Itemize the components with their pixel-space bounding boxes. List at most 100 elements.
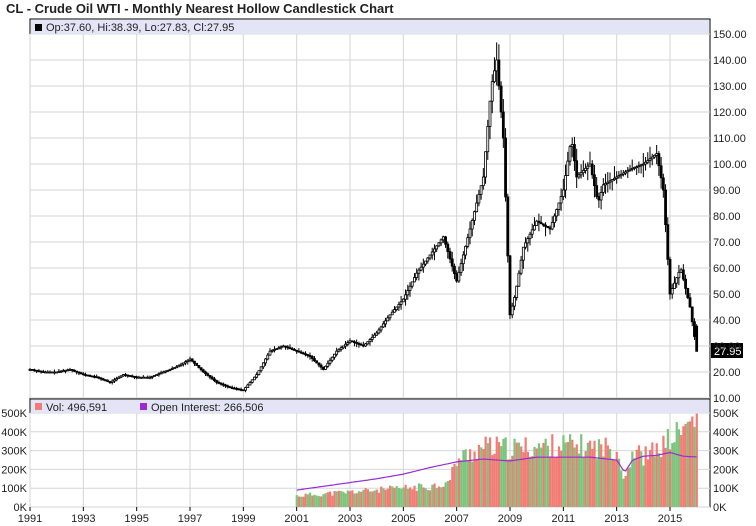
volume-bar [337, 490, 341, 507]
price-y-tick-label: 10.00 [713, 393, 741, 405]
candle-body [470, 219, 474, 230]
candle-body [677, 271, 681, 279]
price-y-tick-label: 90.00 [713, 185, 741, 197]
volume-bar [393, 487, 396, 507]
candle-body [253, 376, 256, 381]
candle-body [437, 242, 441, 247]
candle-body [44, 371, 47, 374]
volume-bar [415, 490, 418, 507]
volume-bar [549, 456, 552, 507]
price-y-tick-label: 80.00 [713, 211, 741, 223]
candle-body [306, 354, 310, 357]
volume-bar [333, 491, 336, 507]
volume-bar [313, 494, 316, 507]
candle-body [673, 282, 676, 289]
volume-bar [417, 483, 421, 507]
volume-bar [642, 465, 645, 507]
volume-bar [646, 459, 649, 507]
volume-bar [655, 443, 658, 507]
x-tick-label: 1991 [18, 513, 42, 525]
candle-body [228, 386, 232, 389]
volume-bar [444, 482, 447, 507]
ohlc-legend-text: Op:37.60, Hi:38.39, Lo:27.83, Cl:27.95 [46, 22, 234, 34]
volume-bar [400, 488, 403, 507]
volume-bar [304, 493, 307, 507]
candle-body [497, 59, 501, 87]
volume-bar [355, 493, 358, 507]
candle-body [290, 348, 294, 351]
volume-bar [546, 445, 549, 507]
candle-body [99, 377, 103, 380]
candle-body [361, 344, 365, 347]
volume-bar [495, 436, 498, 507]
candle-body [541, 223, 545, 226]
candle-body [493, 70, 496, 83]
candle-body [370, 336, 374, 340]
candle-body [268, 350, 272, 356]
candle-body [513, 297, 516, 307]
volume-bar [577, 453, 581, 507]
volume-bar [611, 459, 614, 507]
candle-body [153, 375, 156, 377]
candle-body [395, 306, 399, 310]
volume-bar [329, 491, 332, 507]
price-y-tick-label: 70.00 [713, 237, 741, 249]
candle-body [95, 376, 99, 379]
volume-bar [664, 447, 667, 507]
candle-body [426, 257, 430, 262]
volume-bar [522, 452, 525, 507]
volume-bar [617, 458, 621, 507]
price-y-tick-label: 150.00 [713, 29, 747, 41]
volume-bar [573, 447, 576, 507]
volume-y-axis-right: 0K 100K 200K 300K 400K 500K [713, 408, 739, 514]
candle-body [388, 314, 392, 319]
volume-bar [391, 486, 394, 507]
candle-body [275, 348, 279, 351]
candle-body [59, 370, 63, 373]
volume-bar [500, 446, 503, 507]
volume-y-tick-label-left: 500K [1, 408, 27, 420]
ohlc-legend-band [31, 20, 709, 34]
candle-body [328, 359, 332, 364]
candle-body [264, 358, 267, 364]
candle-body [88, 375, 92, 377]
candle-body [301, 352, 305, 355]
volume-bar [544, 438, 547, 507]
candle-body [561, 189, 565, 197]
candle-body [213, 378, 216, 382]
candle-body [468, 228, 472, 239]
candle-body [321, 366, 325, 370]
volume-bar [422, 487, 425, 507]
candle-body [304, 353, 307, 356]
price-y-tick-label: 60.00 [713, 263, 741, 275]
candle-body [381, 323, 385, 328]
candle-body [670, 288, 674, 295]
candle-body [379, 326, 383, 331]
candle-body [521, 246, 525, 261]
candle-body [415, 272, 419, 278]
volume-bar [591, 448, 594, 507]
candle-body [586, 165, 590, 169]
candle-body [335, 350, 339, 355]
volume-y-tick-label-right: 400K [713, 427, 739, 439]
candle-body [226, 385, 230, 388]
volume-bar [351, 490, 354, 507]
candle-body [490, 81, 494, 102]
candle-body [284, 345, 287, 348]
volume-bar [529, 456, 532, 507]
volume-legend-text: Vol: 496,591 [46, 402, 107, 414]
volume-bar [631, 451, 634, 507]
candle-body [208, 375, 212, 378]
volume-y-tick-label-left: 100K [1, 483, 27, 495]
candle-body [524, 242, 527, 248]
candle-body [210, 376, 214, 380]
candle-body [170, 368, 174, 370]
volume-bar [582, 457, 585, 507]
volume-bar [426, 490, 429, 507]
candle-body [624, 171, 627, 174]
x-tick-label: 1995 [124, 513, 148, 525]
candle-body [421, 263, 425, 268]
candle-body [464, 245, 467, 256]
x-tick-label: 2015 [658, 513, 682, 525]
volume-bar [564, 442, 567, 507]
